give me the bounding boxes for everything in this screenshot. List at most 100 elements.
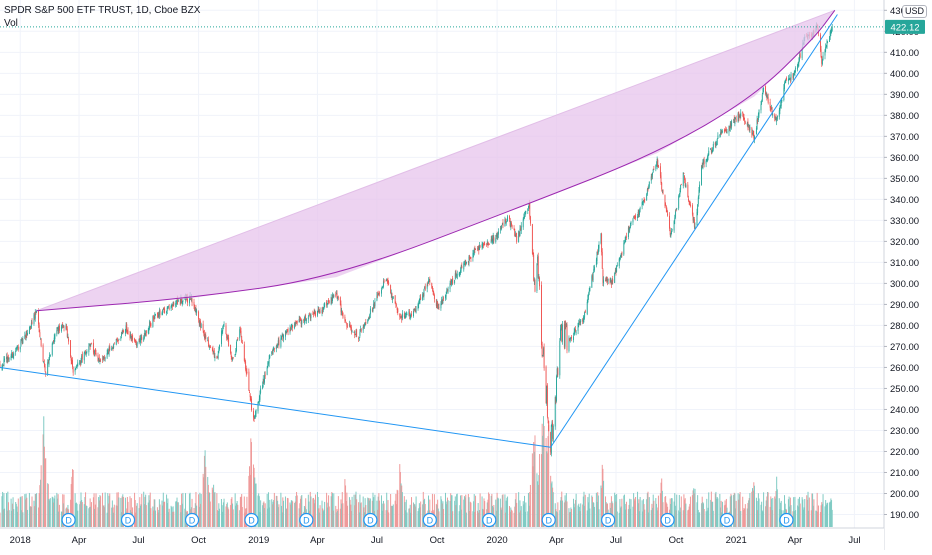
candle-body xyxy=(50,355,51,357)
candle-body xyxy=(310,315,311,319)
candle-body xyxy=(777,116,778,120)
candle-body xyxy=(704,159,705,164)
candle-body xyxy=(132,335,133,340)
candle-body xyxy=(335,294,336,295)
candle-body xyxy=(784,83,785,89)
y-tick-label: 360.00 xyxy=(890,153,919,164)
volume-bar xyxy=(621,499,622,527)
volume-bar xyxy=(146,505,147,527)
candle-body xyxy=(242,342,243,343)
volume-bar xyxy=(109,493,110,527)
candle-body xyxy=(226,325,227,334)
y-tick-label: 390.00 xyxy=(890,90,919,101)
candle-body xyxy=(333,295,334,297)
candle-body xyxy=(539,278,540,286)
volume-bar xyxy=(562,501,563,527)
candle-body xyxy=(480,246,481,247)
candle-body xyxy=(64,326,65,327)
volume-bar xyxy=(695,489,696,527)
y-tick-label: 310.00 xyxy=(890,258,919,269)
volume-bar xyxy=(480,493,481,527)
y-tick-label: 300.00 xyxy=(890,279,919,290)
candle-body xyxy=(338,297,339,298)
candle-body xyxy=(683,172,684,186)
candle-body xyxy=(68,339,69,342)
candle-body xyxy=(249,392,250,393)
currency-badge[interactable]: USD xyxy=(902,5,927,18)
volume-bar xyxy=(768,492,769,527)
volume-bar xyxy=(118,497,119,527)
candle-body xyxy=(762,95,763,101)
volume-bar xyxy=(800,504,801,527)
volume-bar xyxy=(288,498,289,527)
volume-bar xyxy=(201,494,202,527)
candle-body xyxy=(781,100,782,101)
x-tick-label: 2019 xyxy=(248,535,269,546)
volume-bar xyxy=(329,506,330,527)
volume-bar xyxy=(96,493,97,527)
volume-bar xyxy=(214,492,215,527)
candle-body xyxy=(669,216,670,229)
candle-body xyxy=(556,376,557,401)
candle-body xyxy=(629,228,630,230)
candle-body xyxy=(288,329,289,332)
candle-body xyxy=(228,338,229,347)
candle-body xyxy=(27,333,28,335)
y-tick-label: 320.00 xyxy=(890,237,919,248)
dividend-marker-label: D xyxy=(605,516,612,526)
candle-body xyxy=(345,320,346,321)
volume-bar xyxy=(379,501,380,527)
candle-body xyxy=(342,313,343,318)
candle-body xyxy=(155,314,156,315)
candle-body xyxy=(86,352,87,353)
candle-body xyxy=(283,335,284,338)
candle-body xyxy=(690,204,691,206)
candle-body xyxy=(731,121,732,126)
x-tick-label: Jul xyxy=(132,535,144,546)
candle-body xyxy=(373,309,374,311)
volume-bar xyxy=(745,504,746,527)
volume-bar xyxy=(224,499,225,527)
candle-body xyxy=(164,309,165,313)
candle-body xyxy=(521,226,522,231)
candle-body xyxy=(640,208,641,210)
volume-bar xyxy=(114,505,115,527)
candle-body xyxy=(516,236,517,242)
candle-body xyxy=(448,289,449,291)
volume-bar xyxy=(640,497,641,527)
candle-body xyxy=(594,267,595,271)
candle-body xyxy=(52,344,53,355)
candle-body xyxy=(201,324,202,328)
dividend-marker-label: D xyxy=(486,516,493,526)
candle-body xyxy=(580,319,581,322)
candle-body xyxy=(547,385,548,416)
candle-body xyxy=(466,262,467,264)
candle-body xyxy=(306,319,307,321)
candle-body xyxy=(233,357,234,358)
volume-bar xyxy=(827,503,828,527)
candle-body xyxy=(727,131,728,133)
volume-bar xyxy=(333,493,334,527)
candle-body xyxy=(772,114,773,115)
candle-body xyxy=(557,368,558,374)
volume-bar xyxy=(173,512,174,527)
candle-body xyxy=(612,279,613,281)
volume-bar xyxy=(4,509,5,527)
candle-body xyxy=(484,244,485,245)
volume-bar xyxy=(182,493,183,527)
volume-bar xyxy=(141,494,142,527)
x-tick-label: Oct xyxy=(430,535,445,546)
candle-body xyxy=(381,290,382,294)
candle-body xyxy=(256,410,257,414)
volume-bar xyxy=(169,509,170,527)
volume-bar xyxy=(27,510,28,527)
volume-bar xyxy=(699,512,700,527)
volume-bar xyxy=(420,502,421,527)
candle-body xyxy=(617,265,618,266)
volume-bar xyxy=(589,509,590,527)
candle-body xyxy=(88,346,89,352)
candle-body xyxy=(759,110,760,115)
candle-body xyxy=(541,285,542,345)
